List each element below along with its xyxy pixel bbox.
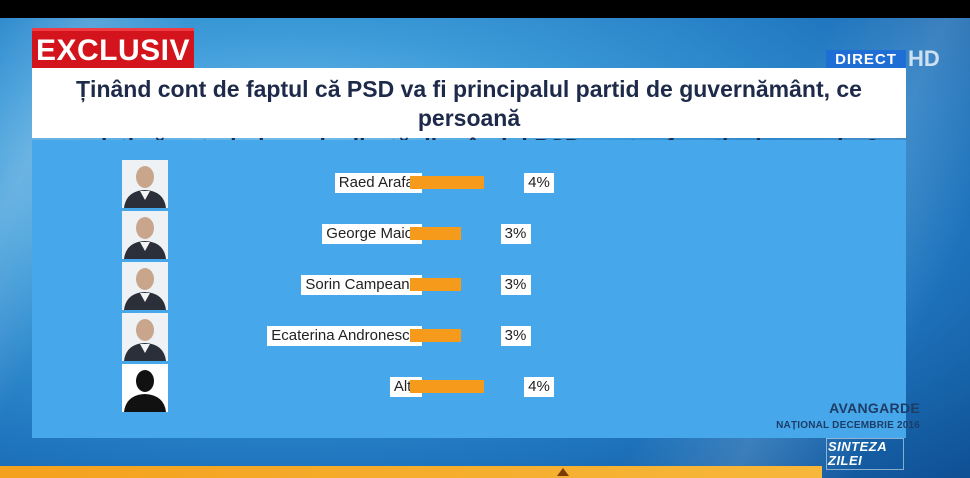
bar	[410, 329, 461, 342]
value-label: 4%	[524, 377, 554, 397]
value-label: 4%	[524, 173, 554, 193]
category-label: George Maior	[322, 224, 422, 244]
logo-line-1: SINTEZA	[828, 439, 888, 454]
candidate-photo	[122, 313, 168, 361]
value-label: 3%	[500, 224, 531, 244]
category-label: Sorin Campeanu	[301, 275, 422, 295]
bar	[410, 227, 461, 240]
value-label: 3%	[500, 275, 531, 295]
chart-row: Raed Arafat 4%	[32, 160, 906, 208]
chart-row: Sorin Campeanu 3%	[32, 262, 906, 310]
direct-badge: DIRECT	[826, 50, 906, 70]
candidate-photo	[122, 262, 168, 310]
show-logo: SINTEZA ZILEI	[824, 438, 904, 478]
logo-frame	[826, 438, 904, 470]
bar	[410, 380, 484, 393]
news-ticker	[0, 466, 822, 478]
hd-indicator: HD	[908, 46, 940, 71]
question-line-1: Ținând cont de faptul că PSD va fi princ…	[76, 76, 862, 131]
poll-source: AVANGARDE	[829, 400, 920, 416]
poll-question: Ținând cont de faptul că PSD va fi princ…	[32, 68, 906, 160]
exclusiv-badge: EXCLUSIV	[32, 28, 194, 71]
value-label: 3%	[500, 326, 531, 346]
chart-row: Ecaterina Andronescu 3%	[32, 313, 906, 361]
category-label: Raed Arafat	[334, 173, 422, 193]
category-label: Ecaterina Andronescu	[267, 326, 422, 346]
silhouette-icon	[122, 364, 168, 412]
logo-line-2: ZILEI	[828, 453, 863, 468]
poll-date: NAȚIONAL DECEMBRIE 2016	[776, 420, 920, 431]
candidate-photo	[122, 160, 168, 208]
candidate-photo	[122, 211, 168, 259]
bar	[410, 278, 461, 291]
results-panel: Raed Arafat 4% George Maior 3% Sorin Campean…	[32, 140, 906, 438]
chart-row: George Maior 3%	[32, 211, 906, 259]
chart-row: Altii 4%	[32, 364, 906, 412]
bar	[410, 176, 484, 189]
ticker-arrow-icon	[557, 468, 569, 476]
